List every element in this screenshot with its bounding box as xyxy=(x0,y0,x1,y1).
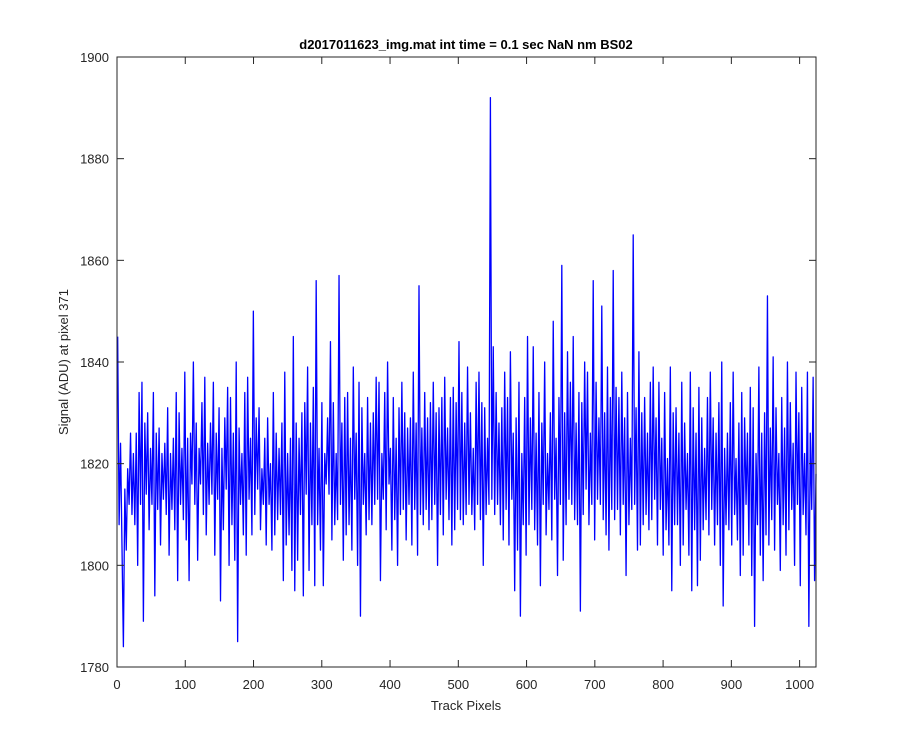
x-tick-label: 300 xyxy=(311,677,333,692)
y-axis-label: Signal (ADU) at pixel 371 xyxy=(56,289,71,435)
series-line xyxy=(117,97,817,648)
x-tick-label: 400 xyxy=(379,677,401,692)
y-tick-label: 1840 xyxy=(80,355,109,370)
x-axis-ticks: 0 100 200 300 400 500 600 700 800 900 1000 xyxy=(113,57,814,692)
x-axis-label: Track Pixels xyxy=(431,698,502,713)
x-tick-label: 1000 xyxy=(785,677,814,692)
y-axis-ticks: 1780 1800 1820 1840 1860 1880 1900 xyxy=(80,50,816,675)
chart-title: d2017011623_img.mat int time = 0.1 sec N… xyxy=(299,37,632,52)
x-tick-label: 200 xyxy=(243,677,265,692)
y-tick-label: 1780 xyxy=(80,660,109,675)
y-tick-label: 1900 xyxy=(80,50,109,65)
x-tick-label: 0 xyxy=(113,677,120,692)
x-tick-label: 100 xyxy=(174,677,196,692)
x-tick-label: 900 xyxy=(721,677,743,692)
x-tick-label: 600 xyxy=(516,677,538,692)
x-tick-label: 500 xyxy=(447,677,469,692)
plot-area xyxy=(117,57,816,667)
y-tick-label: 1860 xyxy=(80,253,109,268)
x-tick-label: 700 xyxy=(584,677,606,692)
y-tick-label: 1800 xyxy=(80,558,109,573)
y-tick-label: 1820 xyxy=(80,457,109,472)
x-tick-label: 800 xyxy=(652,677,674,692)
y-tick-label: 1880 xyxy=(80,152,109,167)
